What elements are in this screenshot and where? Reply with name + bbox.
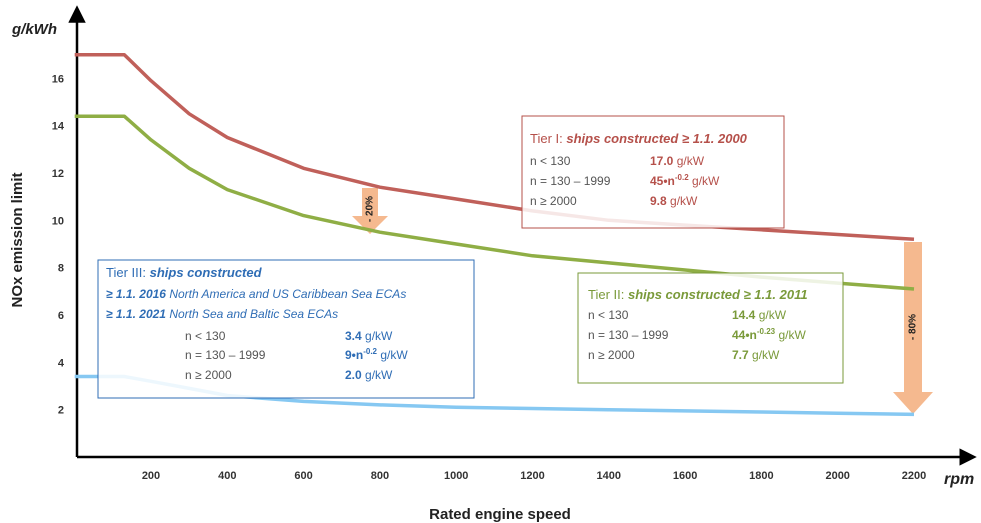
limit-exponent: -0.2 [363,347,377,356]
limit-unit: g/kW [380,348,408,362]
arrow-20 [352,188,388,234]
x-tick-label: 2000 [825,470,849,482]
x-tick-label: 1200 [520,470,544,482]
y-tick-label: 14 [52,121,65,133]
speed-range: n < 130 [530,154,571,168]
tier-title: Tier I: ships constructed ≥ 1.1. 2000 [530,131,748,146]
tier-condition: ships constructed ≥ 1.1. 2011 [628,287,808,302]
x-tick-label: 1600 [673,470,697,482]
y-unit: g/kWh [11,21,57,38]
tier-box [97,259,475,399]
y-tick-label: 10 [52,215,64,227]
x-tick-label: 400 [218,470,236,482]
speed-range: n = 130 – 1999 [530,174,611,188]
y-tick-label: 8 [58,263,64,275]
speed-range: n ≥ 2000 [185,368,232,382]
eca-date: ≥ 1.1. 2016 [106,287,166,301]
limit-value: 17.0 g/kW [650,154,705,168]
limit-value: 9•n-0.2 g/kW [345,343,408,362]
speed-range: n = 130 – 1999 [588,328,669,342]
limit-value: 2.0 g/kW [345,368,393,382]
limit-unit: g/kW [670,194,698,208]
limit-value: 45•n-0.2 g/kW [650,169,720,188]
limit-value: 9.8 g/kW [650,194,698,208]
limit-value: 7.7 g/kW [732,348,780,362]
limit-unit: g/kW [759,308,787,322]
limit-number: 3.4 [345,329,362,343]
limit-unit: g/kW [365,329,393,343]
limit-number: 7.7 [732,348,749,362]
limit-number: 44•n [732,328,757,342]
x-tick-label: 2200 [902,470,926,482]
tier-box [577,272,844,384]
y-tick-label: 2 [58,405,64,417]
limit-value: 3.4 g/kW [345,329,393,343]
y-tick-label: 6 [58,310,64,322]
speed-range: n < 130 [588,308,629,322]
tier-box [521,115,785,229]
eca-date: ≥ 1.1. 2021 [106,307,166,321]
limit-unit: g/kW [778,328,806,342]
x-tick-label: 1400 [597,470,621,482]
limit-number: 9.8 [650,194,667,208]
arrow-80 [893,242,933,414]
eca-region: North America and US Caribbean Sea ECAs [169,287,406,301]
tier-name: Tier III: [106,265,146,280]
x-tick-label: 600 [294,470,312,482]
tier-title: Tier II: ships constructed ≥ 1.1. 2011 [588,287,808,302]
limit-unit: g/kW [692,174,720,188]
speed-range: n < 130 [185,329,226,343]
x-tick-label: 800 [371,470,389,482]
limit-value: 44•n-0.23 g/kW [732,323,806,342]
limit-unit: g/kW [752,348,780,362]
limit-number: 9•n [345,348,363,362]
tier-condition: ships constructed [150,265,263,280]
limit-unit: g/kW [677,154,705,168]
limit-exponent: -0.2 [675,173,689,182]
reduction-label: - 20% [365,196,376,222]
speed-range: n ≥ 2000 [588,348,635,362]
eca-line: ≥ 1.1. 2021 North Sea and Baltic Sea ECA… [106,307,338,321]
tier-name: Tier I: [530,131,563,146]
x-tick-label: 1000 [444,470,468,482]
y-axis-title: NOx emission limit [9,172,26,307]
x-axis-title: Rated engine speed [429,506,571,523]
series-line [74,52,915,242]
limit-number: 2.0 [345,368,362,382]
eca-region: North Sea and Baltic Sea ECAs [169,307,338,321]
limit-value: 14.4 g/kW [732,308,787,322]
x-tick-label: 200 [142,470,160,482]
eca-line: ≥ 1.1. 2016 North America and US Caribbe… [106,287,406,301]
y-tick-label: 4 [58,357,65,369]
speed-range: n ≥ 2000 [530,194,577,208]
tier-name: Tier II: [588,287,624,302]
x-tick-label: 1800 [749,470,773,482]
y-tick-label: 16 [52,73,64,85]
limit-number: 14.4 [732,308,756,322]
x-unit: rpm [944,471,974,488]
y-tick-label: 12 [52,168,64,180]
reduction-label: - 80% [908,314,919,340]
limit-unit: g/kW [365,368,393,382]
tier-condition: ships constructed ≥ 1.1. 2000 [566,131,747,146]
limit-number: 17.0 [650,154,674,168]
tier-title: Tier III: ships constructed [106,265,263,280]
limit-exponent: -0.23 [757,327,776,336]
speed-range: n = 130 – 1999 [185,348,266,362]
limit-number: 45•n [650,174,675,188]
